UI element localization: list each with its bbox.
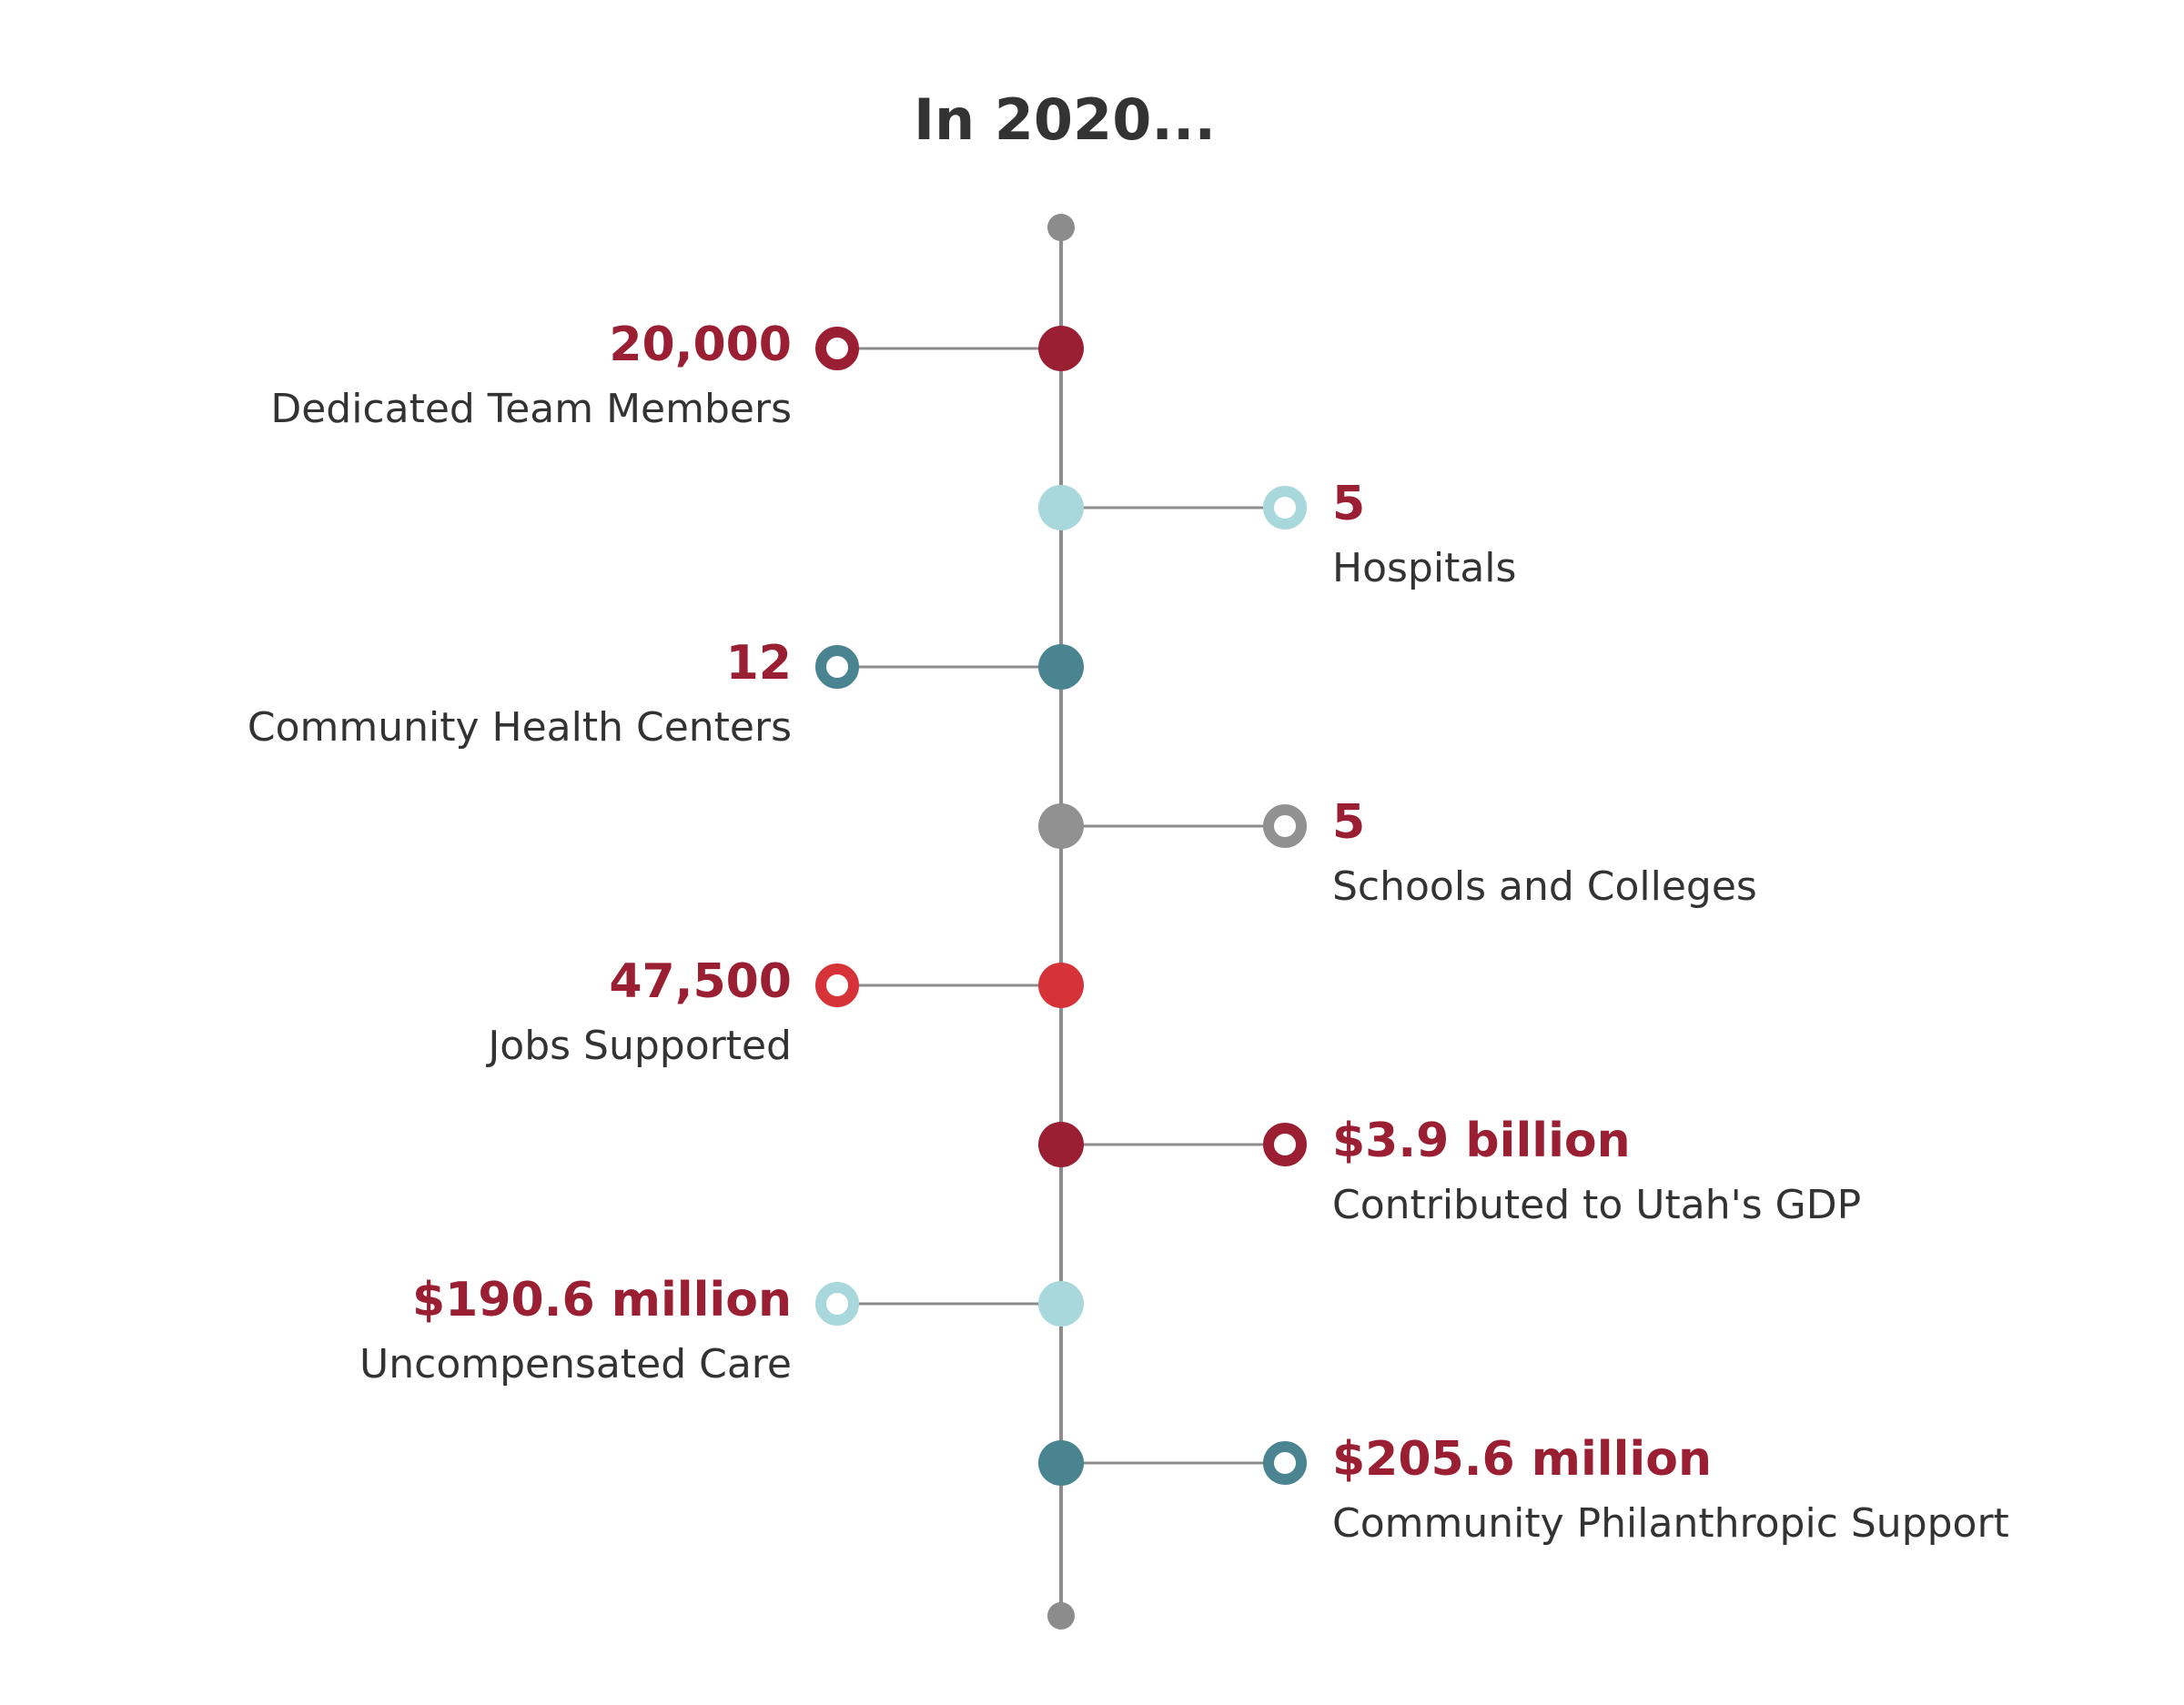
stat-caption: Jobs Supported (488, 1023, 792, 1069)
stat-item: 20,000 Dedicated Team Members (0, 315, 792, 437)
stat-item: 5 Hospitals (1332, 474, 2151, 596)
stat-item: $190.6 million Uncompensated Care (0, 1270, 792, 1392)
stat-caption: Community Philanthropic Support (1332, 1500, 2009, 1547)
timeline-dot (1038, 963, 1084, 1008)
stat-value: 12 (725, 636, 792, 691)
stat-item: $205.6 million Community Philanthropic Su… (1332, 1429, 2151, 1551)
ring-marker (1263, 1441, 1307, 1485)
ring-marker (1263, 804, 1307, 848)
stat-value: 47,500 (609, 954, 792, 1009)
stat-value: $190.6 million (412, 1273, 792, 1327)
stat-caption: Contributed to Utah's GDP (1332, 1182, 1862, 1228)
timeline-dot (1038, 1122, 1084, 1167)
stat-caption: Community Health Centers (247, 704, 792, 751)
timeline-start-dot (1047, 214, 1075, 241)
stat-item: $3.9 billion Contributed to Utah's GDP (1332, 1111, 2151, 1233)
timeline-dot (1038, 485, 1084, 530)
timeline-dot (1038, 326, 1084, 371)
stat-caption: Uncompensated Care (359, 1341, 792, 1387)
timeline-dot (1038, 803, 1084, 849)
stat-value: $3.9 billion (1332, 1114, 1631, 1168)
stat-caption: Dedicated Team Members (270, 386, 792, 432)
stat-value: $205.6 million (1332, 1432, 1712, 1487)
stat-item: 47,500 Jobs Supported (0, 952, 792, 1074)
timeline-end-dot (1047, 1602, 1075, 1629)
stat-caption: Hospitals (1332, 545, 1517, 591)
timeline-dot (1038, 1440, 1084, 1486)
page-title: In 2020... (913, 86, 1216, 153)
ring-marker (815, 327, 859, 370)
timeline-dot (1038, 644, 1084, 690)
ring-marker (815, 1282, 859, 1326)
ring-marker (1263, 1123, 1307, 1166)
stat-item: 12 Community Health Centers (0, 633, 792, 755)
stat-caption: Schools and Colleges (1332, 863, 1757, 910)
ring-marker (815, 645, 859, 689)
timeline-dot (1038, 1281, 1084, 1327)
stat-value: 5 (1332, 795, 1366, 850)
stat-value: 5 (1332, 477, 1366, 531)
ring-marker (1263, 486, 1307, 530)
stat-value: 20,000 (609, 318, 792, 372)
stat-item: 5 Schools and Colleges (1332, 792, 2151, 914)
ring-marker (815, 963, 859, 1007)
